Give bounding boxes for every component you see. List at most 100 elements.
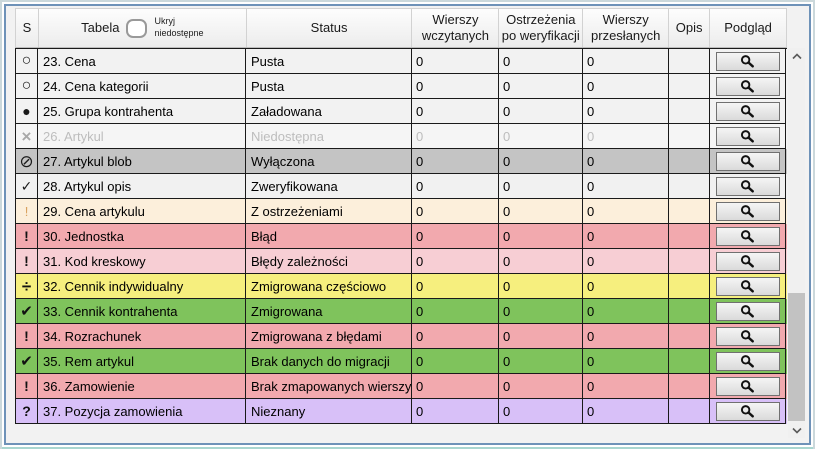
rows-loaded-cell: 0 <box>412 249 499 274</box>
preview-button[interactable] <box>715 201 780 221</box>
table-name-cell: 36. Zamowienie <box>38 374 246 399</box>
table-row[interactable]: ✓ 28. Artykul opis Zweryfikowana 0 0 0 <box>15 174 787 199</box>
preview-cell <box>710 99 786 124</box>
preview-button[interactable] <box>715 176 780 196</box>
preview-button[interactable] <box>715 126 780 146</box>
migrated-check-icon: ✔ <box>20 352 33 370</box>
header-rows-loaded[interactable]: Wierszy wczytanych <box>412 9 500 47</box>
rows-loaded-cell: 0 <box>412 274 499 299</box>
table-row[interactable]: ✔ 33. Cennik kontrahenta Zmigrowana 0 0 … <box>15 299 787 324</box>
description-cell <box>669 224 710 249</box>
header-preview[interactable]: Podgląd <box>724 20 772 36</box>
question-icon: ? <box>22 403 31 419</box>
header-status[interactable]: Status <box>247 9 413 47</box>
preview-cell <box>710 374 786 399</box>
table-row[interactable]: ○ 23. Cena Pusta 0 0 0 <box>15 49 787 74</box>
division-icon: ÷ <box>21 276 32 296</box>
table-row[interactable]: ○ 24. Cena kategorii Pusta 0 0 0 <box>15 74 787 99</box>
table-name-cell: 35. Rem artykul <box>38 349 246 374</box>
row-state-cell: ! <box>15 374 38 399</box>
row-state-cell: ✔ <box>15 349 38 374</box>
table-row[interactable]: ! 29. Cena artykulu Z ostrzeżeniami 0 0 … <box>15 199 787 224</box>
preview-cell <box>710 74 786 99</box>
table-row[interactable]: ✔ 35. Rem artykul Brak danych do migracj… <box>15 349 787 374</box>
preview-button[interactable] <box>715 226 780 246</box>
table-row[interactable]: ! 30. Jednostka Błąd 0 0 0 <box>15 224 787 249</box>
status-cell: Niedostępna <box>246 124 412 149</box>
header-rows-sent[interactable]: Wierszy przesłanych <box>583 9 670 47</box>
window-bottom-accent <box>2 447 813 449</box>
status-cell: Zweryfikowana <box>246 174 412 199</box>
preview-button[interactable] <box>715 401 780 421</box>
status-cell: Z ostrzeżeniami <box>246 199 412 224</box>
table-name-cell: 29. Cena artykulu <box>38 199 246 224</box>
table-row[interactable]: × 26. Artykul Niedostępna 0 0 0 <box>15 124 787 149</box>
rows-sent-cell: 0 <box>583 274 669 299</box>
migrated-check-icon: ✔ <box>20 302 33 320</box>
preview-button[interactable] <box>715 101 780 121</box>
description-cell <box>669 324 710 349</box>
preview-button[interactable] <box>715 51 780 71</box>
magnifier-icon <box>740 329 754 343</box>
table-row[interactable]: ? 37. Pozycja zamowienia Nieznany 0 0 0 <box>15 399 787 424</box>
warnings-cell: 0 <box>499 324 583 349</box>
vertical-scrollbar[interactable] <box>788 48 805 438</box>
hide-unavailable-checkbox[interactable] <box>126 18 148 38</box>
rows-loaded-cell: 0 <box>412 99 499 124</box>
rows-sent-cell: 0 <box>583 374 669 399</box>
table-row[interactable]: ! 36. Zamowienie Brak zmapowanych wiersz… <box>15 374 787 399</box>
preview-button[interactable] <box>715 351 780 371</box>
row-state-cell: ● <box>15 99 38 124</box>
table-row[interactable]: ! 34. Rozrachunek Zmigrowana z błędami 0… <box>15 324 787 349</box>
table-row[interactable]: ⊘ 27. Artykul blob Wyłączona 0 0 0 <box>15 149 787 174</box>
table-name-cell: 31. Kod kreskowy <box>38 249 246 274</box>
header-tabela[interactable]: Tabela Ukryj niedostępne <box>39 9 247 47</box>
cross-icon: × <box>21 126 32 146</box>
preview-button[interactable] <box>715 376 780 396</box>
preview-button[interactable] <box>715 326 780 346</box>
rows-loaded-cell: 0 <box>412 49 499 74</box>
row-state-cell: ! <box>15 224 38 249</box>
preview-button[interactable] <box>715 151 780 171</box>
rows-loaded-cell: 0 <box>412 174 499 199</box>
warnings-cell: 0 <box>499 99 583 124</box>
table-name-cell: 33. Cennik kontrahenta <box>38 299 246 324</box>
warnings-cell: 0 <box>499 224 583 249</box>
description-cell <box>669 174 710 199</box>
description-cell <box>669 274 710 299</box>
rows-sent-cell: 0 <box>583 224 669 249</box>
preview-cell <box>710 224 786 249</box>
grid-body: ○ 23. Cena Pusta 0 0 0 ○ 24. Cena katego… <box>15 48 787 424</box>
row-state-cell: ⊘ <box>15 149 38 174</box>
row-state-cell: ! <box>15 249 38 274</box>
description-cell <box>669 374 710 399</box>
scroll-down-button[interactable] <box>788 422 805 438</box>
rows-loaded-cell: 0 <box>412 399 499 424</box>
header-warnings[interactable]: Ostrzeżenia po weryfikacji <box>499 9 584 47</box>
preview-button[interactable] <box>715 301 780 321</box>
preview-button[interactable] <box>715 276 780 296</box>
status-cell: Nieznany <box>246 399 412 424</box>
preview-button[interactable] <box>715 251 780 271</box>
row-state-cell: ! <box>15 199 38 224</box>
magnifier-icon <box>740 379 754 393</box>
table-row[interactable]: ● 25. Grupa kontrahenta Załadowana 0 0 0 <box>15 99 787 124</box>
preview-cell <box>710 274 786 299</box>
magnifier-icon <box>740 154 754 168</box>
description-cell <box>669 199 710 224</box>
table-row[interactable]: ÷ 32. Cennik indywidualny Zmigrowana czę… <box>15 274 787 299</box>
magnifier-icon <box>740 179 754 193</box>
migration-tables-grid: S Tabela Ukryj niedostępne Status Wiersz… <box>15 8 787 424</box>
warnings-cell: 0 <box>499 349 583 374</box>
table-name-cell: 37. Pozycja zamowienia <box>38 399 246 424</box>
warnings-cell: 0 <box>499 199 583 224</box>
scroll-up-button[interactable] <box>788 48 805 64</box>
table-row[interactable]: ! 31. Kod kreskowy Błędy zależności 0 0 … <box>15 249 787 274</box>
scrollbar-thumb[interactable] <box>788 293 805 421</box>
preview-button[interactable] <box>715 76 780 96</box>
magnifier-icon <box>740 104 754 118</box>
header-s[interactable]: S <box>16 9 39 47</box>
description-cell <box>669 124 710 149</box>
header-description[interactable]: Opis <box>669 9 711 47</box>
